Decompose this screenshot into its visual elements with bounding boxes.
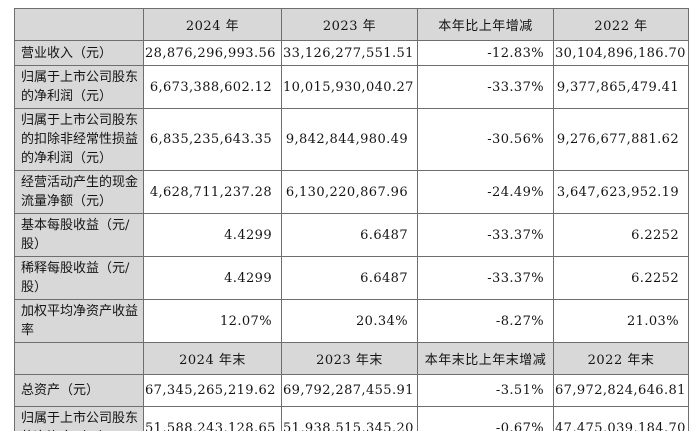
value-cell: 10,015,930,040.27 <box>281 65 418 109</box>
value-cell: -33.37% <box>417 256 554 300</box>
corner-cell <box>14 342 144 375</box>
value-cell: 4.4299 <box>143 213 282 257</box>
table-row-revenue: 营业收入（元） 28,876,296,993.56 33,126,277,551… <box>14 40 689 66</box>
row-label-net-profit-excl-nonrecurring: 归属于上市公司股东的扣除非经常性损益的净利润（元） <box>14 108 144 171</box>
table-row-net-assets: 归属于上市公司股东的净资产（元） 51,588,243,128.65 51,93… <box>14 406 689 431</box>
value-cell: -0.67% <box>417 406 554 431</box>
value-cell: 20.34% <box>281 299 418 343</box>
value-cell: 6.2252 <box>553 256 689 300</box>
value-cell: 21.03% <box>553 299 689 343</box>
column-header-yoy-change: 本年比上年增减 <box>417 8 554 41</box>
value-cell: 4.4299 <box>143 256 282 300</box>
row-label-revenue: 营业收入（元） <box>14 40 144 66</box>
value-cell: 6.6487 <box>281 213 418 257</box>
value-cell: -33.37% <box>417 213 554 257</box>
value-cell: -24.49% <box>417 170 554 214</box>
table-row-net-profit-excl-nonrecurring: 归属于上市公司股东的扣除非经常性损益的净利润（元） 6,835,235,643.… <box>14 108 689 171</box>
column-header-2024: 2024 年 <box>143 8 282 41</box>
table-row-net-profit: 归属于上市公司股东的净利润（元） 6,673,388,602.12 10,015… <box>14 65 689 109</box>
value-cell: 67,345,265,219.62 <box>143 374 282 407</box>
column-header-2023: 2023 年 <box>281 8 418 41</box>
value-cell: 51,588,243,128.65 <box>143 406 282 431</box>
row-label-operating-cash-flow: 经营活动产生的现金流量净额（元） <box>14 170 144 214</box>
value-cell: 9,842,844,980.49 <box>281 108 418 171</box>
value-cell: 47,475,039,184.70 <box>553 406 689 431</box>
key-financials-table: 2024 年 2023 年 本年比上年增减 2022 年 营业收入（元） 28,… <box>14 8 689 431</box>
value-cell: 6,673,388,602.12 <box>143 65 282 109</box>
value-cell: 6,835,235,643.35 <box>143 108 282 171</box>
value-cell: 3,647,623,952.19 <box>553 170 689 214</box>
value-cell: 12.07% <box>143 299 282 343</box>
value-cell: -8.27% <box>417 299 554 343</box>
value-cell: 6.6487 <box>281 256 418 300</box>
row-label-total-assets: 总资产（元） <box>14 374 144 407</box>
value-cell: 9,377,865,479.41 <box>553 65 689 109</box>
table-header-row-annual: 2024 年 2023 年 本年比上年增减 2022 年 <box>14 8 689 41</box>
value-cell: -33.37% <box>417 65 554 109</box>
table-row-diluted-eps: 稀释每股收益（元/股） 4.4299 6.6487 -33.37% 6.2252 <box>14 256 689 300</box>
row-label-net-profit: 归属于上市公司股东的净利润（元） <box>14 65 144 109</box>
value-cell: 28,876,296,993.56 <box>143 40 282 66</box>
table-header-row-period-end: 2024 年末 2023 年末 本年末比上年末增减 2022 年末 <box>14 342 689 375</box>
row-label-weighted-avg-roe: 加权平均净资产收益率 <box>14 299 144 343</box>
column-header-2023-end: 2023 年末 <box>281 342 418 375</box>
value-cell: 33,126,277,551.51 <box>281 40 418 66</box>
column-header-2022-end: 2022 年末 <box>553 342 689 375</box>
table-row-weighted-avg-roe: 加权平均净资产收益率 12.07% 20.34% -8.27% 21.03% <box>14 299 689 343</box>
value-cell: -12.83% <box>417 40 554 66</box>
corner-cell <box>14 8 144 41</box>
column-header-2024-end: 2024 年末 <box>143 342 282 375</box>
row-label-basic-eps: 基本每股收益（元/股） <box>14 213 144 257</box>
column-header-2022: 2022 年 <box>553 8 689 41</box>
row-label-diluted-eps: 稀释每股收益（元/股） <box>14 256 144 300</box>
value-cell: 67,972,824,646.81 <box>553 374 689 407</box>
key-financials-table-wrap: 2024 年 2023 年 本年比上年增减 2022 年 营业收入（元） 28,… <box>14 8 689 431</box>
column-header-yoy-end-change: 本年末比上年末增减 <box>417 342 554 375</box>
value-cell: 6.2252 <box>553 213 689 257</box>
table-row-basic-eps: 基本每股收益（元/股） 4.4299 6.6487 -33.37% 6.2252 <box>14 213 689 257</box>
value-cell: 69,792,287,455.91 <box>281 374 418 407</box>
row-label-net-assets: 归属于上市公司股东的净资产（元） <box>14 406 144 431</box>
value-cell: 30,104,896,186.70 <box>553 40 689 66</box>
value-cell: -30.56% <box>417 108 554 171</box>
value-cell: -3.51% <box>417 374 554 407</box>
value-cell: 9,276,677,881.62 <box>553 108 689 171</box>
table-row-total-assets: 总资产（元） 67,345,265,219.62 69,792,287,455.… <box>14 374 689 407</box>
value-cell: 6,130,220,867.96 <box>281 170 418 214</box>
value-cell: 51,938,515,345.20 <box>281 406 418 431</box>
table-row-operating-cash-flow: 经营活动产生的现金流量净额（元） 4,628,711,237.28 6,130,… <box>14 170 689 214</box>
value-cell: 4,628,711,237.28 <box>143 170 282 214</box>
